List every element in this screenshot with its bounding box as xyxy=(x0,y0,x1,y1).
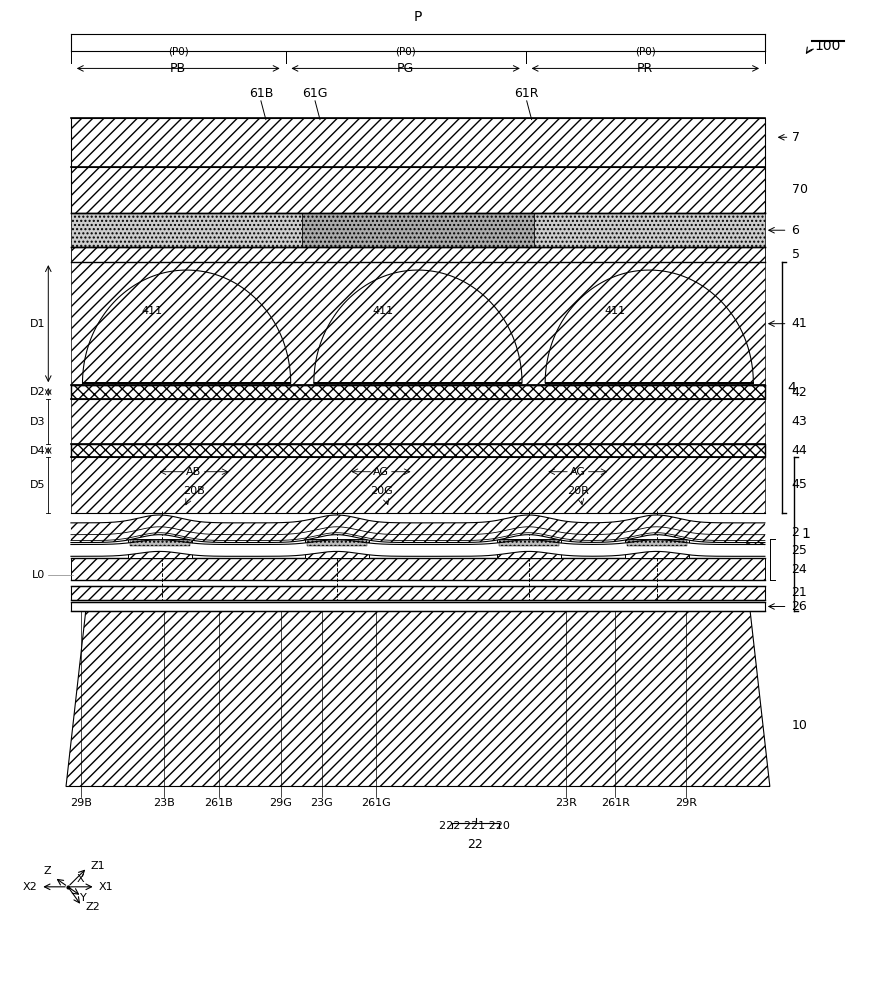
Text: 61R: 61R xyxy=(514,87,539,100)
Polygon shape xyxy=(314,270,522,383)
Text: 29R: 29R xyxy=(676,798,697,808)
Bar xyxy=(71,602,765,611)
Text: PG: PG xyxy=(397,62,414,75)
Text: 29B: 29B xyxy=(69,798,92,808)
Bar xyxy=(627,540,687,546)
Text: X1: X1 xyxy=(99,882,113,892)
Text: 25: 25 xyxy=(791,544,807,557)
Text: Z1: Z1 xyxy=(91,861,105,871)
Text: 70: 70 xyxy=(791,183,807,196)
Bar xyxy=(498,539,562,558)
Bar xyxy=(71,444,765,457)
Text: 20B: 20B xyxy=(183,486,205,496)
Text: PB: PB xyxy=(170,62,186,75)
Text: 6: 6 xyxy=(791,224,799,237)
Bar xyxy=(534,213,765,247)
Text: 222 221 220: 222 221 220 xyxy=(439,821,510,831)
Text: 21: 21 xyxy=(791,586,807,599)
Text: Z2: Z2 xyxy=(85,902,100,912)
Text: 23B: 23B xyxy=(154,798,175,808)
Text: 22: 22 xyxy=(466,838,482,851)
Text: AG: AG xyxy=(570,467,586,477)
Text: 41: 41 xyxy=(791,317,807,330)
Text: 20G: 20G xyxy=(369,486,392,496)
Text: 5: 5 xyxy=(791,248,799,261)
Text: 261G: 261G xyxy=(361,798,391,808)
Text: 240: 240 xyxy=(744,543,765,553)
Text: 45: 45 xyxy=(791,478,807,491)
Bar xyxy=(71,167,765,213)
Text: 29G: 29G xyxy=(269,798,292,808)
Text: D4: D4 xyxy=(29,446,45,456)
Text: 23R: 23R xyxy=(555,798,577,808)
Bar xyxy=(71,118,765,167)
Polygon shape xyxy=(66,611,770,786)
Bar xyxy=(71,247,765,262)
Bar xyxy=(303,213,534,247)
Bar xyxy=(128,539,192,558)
Bar xyxy=(625,539,689,558)
Text: D3: D3 xyxy=(30,417,45,427)
Text: X: X xyxy=(77,874,84,884)
Text: X2: X2 xyxy=(23,882,37,892)
Text: 100: 100 xyxy=(814,39,840,53)
Bar xyxy=(71,213,303,247)
Text: P: P xyxy=(414,10,422,24)
Text: 411: 411 xyxy=(373,306,393,316)
Text: Y: Y xyxy=(80,893,86,903)
Text: 7: 7 xyxy=(791,131,799,144)
Text: L0: L0 xyxy=(32,570,45,580)
Text: Z: Z xyxy=(44,866,51,876)
Text: 26: 26 xyxy=(791,600,807,613)
Text: D5: D5 xyxy=(30,480,45,490)
Bar xyxy=(71,558,765,580)
Text: 4: 4 xyxy=(788,381,797,395)
Text: 61G: 61G xyxy=(303,87,328,100)
Bar xyxy=(71,385,765,399)
Bar xyxy=(71,586,765,600)
Text: PR: PR xyxy=(637,62,653,75)
Text: (P0): (P0) xyxy=(635,47,656,57)
Bar xyxy=(71,457,765,513)
Text: 43: 43 xyxy=(791,415,807,428)
Text: 411: 411 xyxy=(142,306,163,316)
Text: D1: D1 xyxy=(30,319,45,329)
Bar xyxy=(307,540,368,546)
Text: 261B: 261B xyxy=(204,798,233,808)
Text: 23G: 23G xyxy=(311,798,334,808)
Bar xyxy=(130,540,190,546)
Text: 2: 2 xyxy=(791,526,799,539)
Bar xyxy=(71,262,765,385)
Polygon shape xyxy=(546,270,753,383)
Text: 24: 24 xyxy=(791,563,807,576)
Text: 1: 1 xyxy=(801,527,810,541)
Polygon shape xyxy=(83,270,291,383)
Bar xyxy=(499,540,559,546)
Bar xyxy=(71,399,765,444)
Text: 10: 10 xyxy=(791,719,807,732)
Text: 44: 44 xyxy=(791,444,807,457)
Bar xyxy=(305,539,369,558)
Text: (P0): (P0) xyxy=(168,47,189,57)
Text: AB: AB xyxy=(186,467,202,477)
Text: 20R: 20R xyxy=(567,486,589,496)
Text: 61B: 61B xyxy=(248,87,273,100)
Text: (P0): (P0) xyxy=(395,47,416,57)
Text: 411: 411 xyxy=(604,306,625,316)
Text: 261R: 261R xyxy=(601,798,630,808)
Text: 42: 42 xyxy=(791,386,807,399)
Text: AG: AG xyxy=(373,467,389,477)
Text: D2: D2 xyxy=(29,387,45,397)
